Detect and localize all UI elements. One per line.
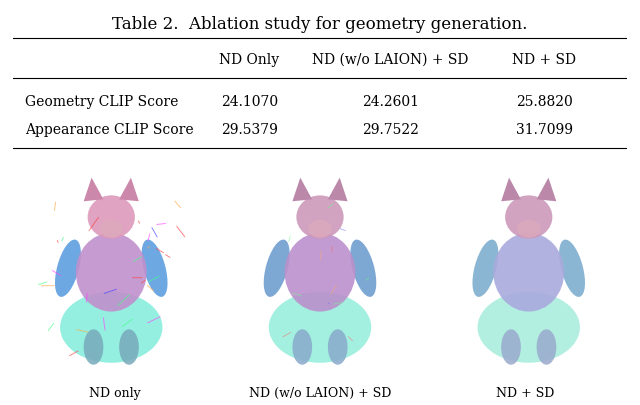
Ellipse shape: [99, 220, 123, 238]
Ellipse shape: [285, 233, 355, 312]
Text: 24.1070: 24.1070: [221, 94, 278, 109]
Ellipse shape: [472, 240, 499, 297]
Ellipse shape: [477, 292, 580, 363]
Ellipse shape: [269, 292, 371, 363]
Text: Geometry CLIP Score: Geometry CLIP Score: [25, 94, 179, 109]
Polygon shape: [328, 178, 348, 202]
Ellipse shape: [350, 240, 376, 297]
Ellipse shape: [517, 220, 541, 238]
Text: ND only: ND only: [90, 386, 141, 399]
Polygon shape: [292, 178, 312, 202]
Text: ND + SD: ND + SD: [512, 53, 576, 66]
Text: Table 2.  Ablation study for geometry generation.: Table 2. Ablation study for geometry gen…: [112, 16, 528, 33]
Ellipse shape: [55, 240, 81, 297]
Polygon shape: [84, 178, 104, 202]
Ellipse shape: [88, 196, 135, 239]
Ellipse shape: [76, 233, 147, 312]
Text: ND Only: ND Only: [220, 53, 280, 66]
Text: 24.2601: 24.2601: [362, 94, 419, 109]
Polygon shape: [501, 178, 521, 202]
Text: Appearance CLIP Score: Appearance CLIP Score: [25, 122, 194, 136]
Ellipse shape: [292, 330, 312, 365]
Ellipse shape: [559, 240, 585, 297]
Text: ND + SD: ND + SD: [495, 386, 554, 399]
Polygon shape: [536, 178, 556, 202]
Ellipse shape: [328, 330, 348, 365]
Ellipse shape: [84, 330, 104, 365]
Polygon shape: [119, 178, 139, 202]
Ellipse shape: [296, 196, 344, 239]
Ellipse shape: [501, 330, 521, 365]
Text: 29.5379: 29.5379: [221, 122, 278, 136]
Text: 25.8820: 25.8820: [516, 94, 573, 109]
Ellipse shape: [493, 233, 564, 312]
Ellipse shape: [264, 240, 290, 297]
Text: 29.7522: 29.7522: [362, 122, 419, 136]
Text: ND (w/o LAION) + SD: ND (w/o LAION) + SD: [312, 53, 469, 66]
Ellipse shape: [60, 292, 163, 363]
Ellipse shape: [308, 220, 332, 238]
Ellipse shape: [141, 240, 168, 297]
Text: 31.7099: 31.7099: [516, 122, 573, 136]
Ellipse shape: [536, 330, 556, 365]
Text: ND (w/o LAION) + SD: ND (w/o LAION) + SD: [249, 386, 391, 399]
Ellipse shape: [505, 196, 552, 239]
Ellipse shape: [119, 330, 139, 365]
